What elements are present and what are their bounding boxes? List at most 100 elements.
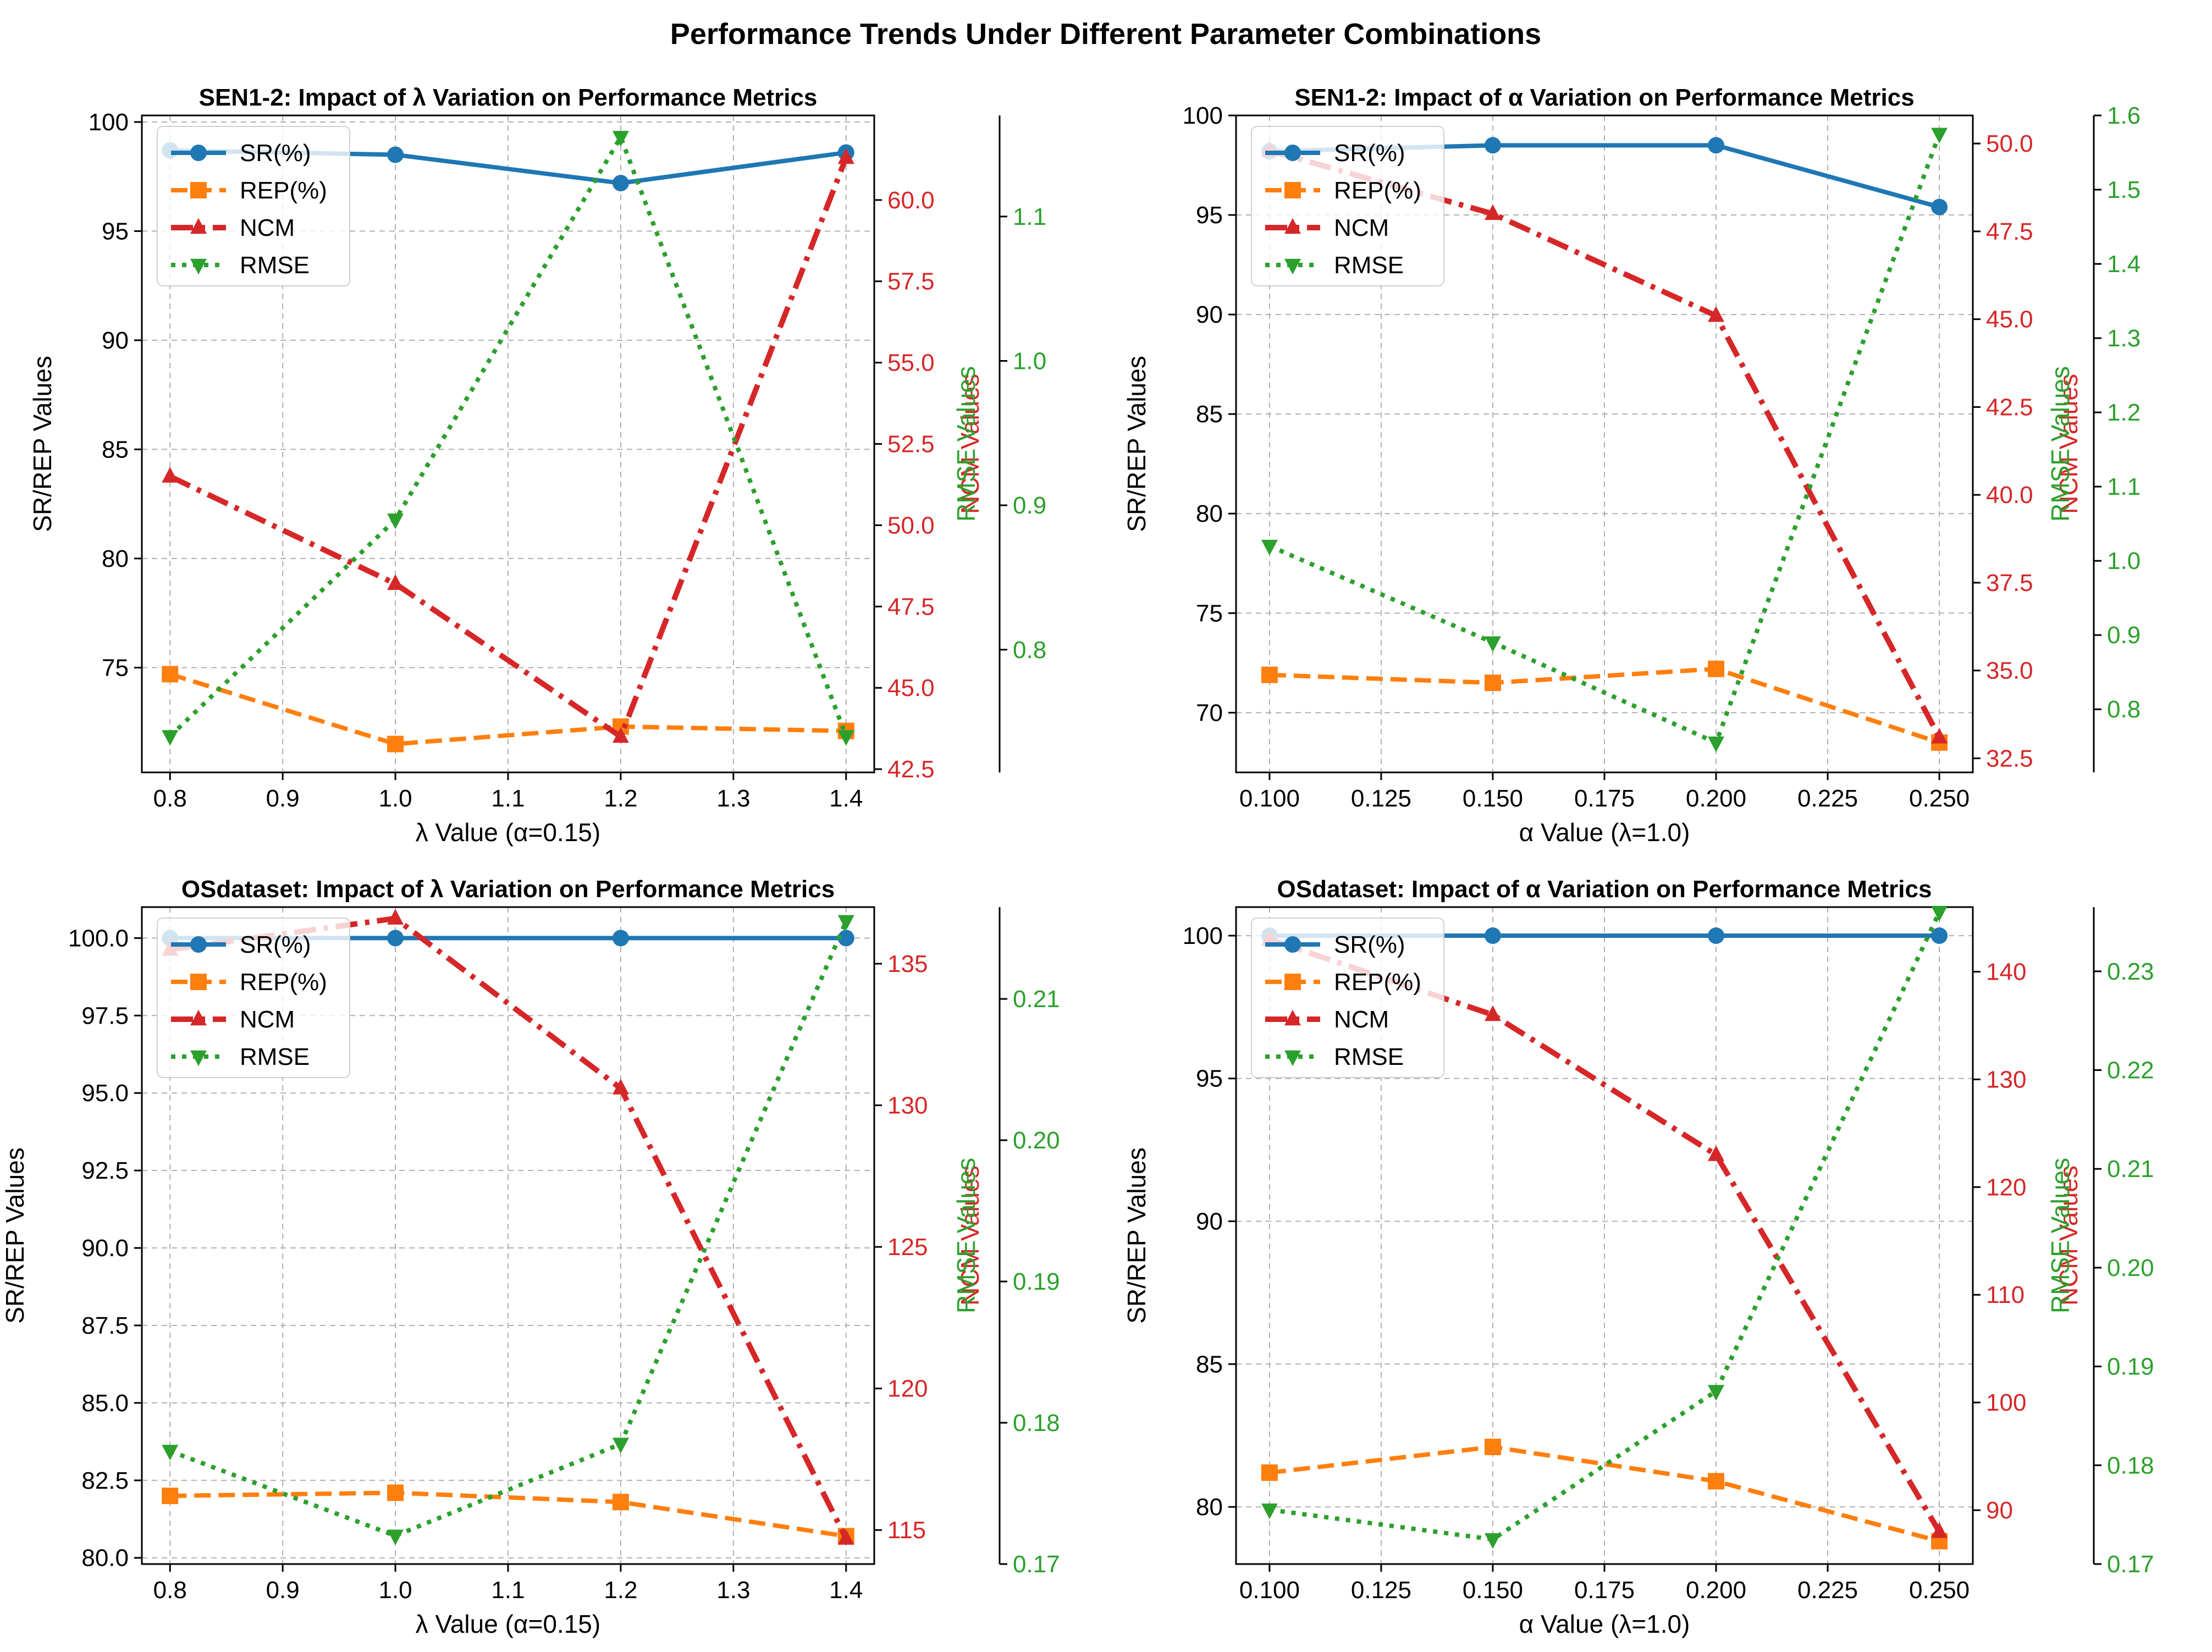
rmse-axis-label: RMSE Values [2046, 1158, 2075, 1313]
y-tick-label: 70 [1196, 699, 1223, 726]
y-axis-label: SR/REP Values [28, 356, 57, 532]
ncm-tick-label: 100 [1986, 1389, 2026, 1416]
data-point [837, 915, 854, 931]
data-point [1708, 1473, 1725, 1490]
y-tick-label: 100 [1183, 102, 1223, 129]
ncm-tick-label: 52.5 [887, 431, 935, 458]
x-tick-label: 1.2 [604, 1577, 637, 1604]
data-point [387, 146, 404, 163]
y-tick-label: 80 [102, 545, 129, 572]
x-tick-label: 0.175 [1574, 785, 1635, 812]
ncm-tick-label: 125 [887, 1234, 928, 1261]
legend-label: SR(%) [240, 140, 311, 167]
rmse-tick-label: 1.6 [2107, 102, 2141, 129]
data-point [1261, 539, 1278, 556]
data-point [1484, 1438, 1501, 1455]
x-tick-label: 0.100 [1239, 785, 1300, 812]
legend-label: REP(%) [1334, 969, 1421, 996]
rmse-tick-label: 0.20 [1013, 1127, 1060, 1154]
data-point [387, 930, 404, 947]
y-tick-label: 100 [1183, 922, 1223, 949]
y-tick-label: 90 [102, 327, 129, 354]
x-tick-label: 0.125 [1351, 785, 1411, 812]
ncm-tick-label: 110 [1986, 1281, 2025, 1308]
x-tick-label: 0.150 [1463, 785, 1523, 812]
series-line [168, 135, 848, 738]
ncm-tick-label: 120 [887, 1375, 928, 1402]
legend-marker [190, 1009, 207, 1026]
ncm-tick-label: 37.5 [1986, 570, 2033, 596]
series-line [1269, 1444, 1940, 1544]
legend-marker [1284, 182, 1301, 198]
data-point [387, 513, 404, 529]
legend-marker [190, 936, 207, 953]
rmse-tick-label: 1.5 [2107, 176, 2141, 203]
ncm-tick-label: 57.5 [887, 268, 935, 295]
x-axis-label: α Value (λ=1.0) [1519, 818, 1690, 847]
data-point [837, 730, 854, 746]
ncm-tick-label: 120 [1986, 1174, 2026, 1201]
data-point [162, 666, 179, 683]
rmse-tick-label: 0.9 [2107, 622, 2141, 649]
data-point [612, 175, 629, 192]
x-tick-label: 0.175 [1574, 1577, 1635, 1604]
data-point [1708, 1385, 1725, 1401]
x-tick-label: 0.9 [266, 1577, 300, 1604]
data-point [162, 467, 179, 483]
data-point [1484, 675, 1501, 692]
rmse-tick-label: 0.17 [2107, 1551, 2154, 1578]
data-point [162, 1487, 179, 1504]
y-axis-label: SR/REP Values [1122, 356, 1151, 532]
x-tick-label: 1.3 [716, 1577, 750, 1604]
data-point [1261, 1503, 1278, 1520]
series-line [1268, 937, 1942, 1533]
ncm-tick-label: 45.0 [887, 675, 935, 701]
x-tick-label: 0.200 [1686, 785, 1746, 812]
ncm-tick-label: 42.5 [1986, 394, 2033, 421]
data-point [1931, 927, 1948, 944]
y-tick-label: 100 [89, 109, 129, 136]
data-point [1931, 198, 1948, 216]
ncm-tick-label: 130 [887, 1092, 928, 1119]
ncm-tick-label: 50.0 [1986, 130, 2033, 157]
data-point [612, 930, 629, 947]
y-axis-label: SR/REP Values [1122, 1147, 1151, 1323]
x-tick-label: 1.4 [829, 1577, 863, 1604]
legend-label: SR(%) [1334, 931, 1405, 958]
y-tick-label: 90 [1196, 1208, 1223, 1235]
x-axis-label: λ Value (α=0.15) [416, 818, 600, 847]
legend-marker [190, 974, 207, 990]
rmse-tick-label: 0.17 [1013, 1551, 1060, 1578]
x-tick-label: 0.100 [1239, 1577, 1300, 1604]
legend-label: REP(%) [240, 969, 327, 996]
figure-title: Performance Trends Under Different Param… [670, 18, 1541, 51]
data-point [837, 930, 854, 947]
data-point [1484, 636, 1501, 652]
data-point [162, 730, 179, 746]
legend-box [1251, 918, 1444, 1078]
legend-marker [190, 1050, 207, 1067]
legend-marker [190, 258, 207, 275]
ncm-axis-label: NCM Values [2054, 374, 2083, 514]
series-line [1268, 133, 1941, 745]
y-tick-label: 80 [1196, 1494, 1223, 1521]
ncm-axis-label: NCM Values [956, 374, 984, 514]
data-point [1708, 137, 1725, 154]
legend-marker [1284, 974, 1301, 990]
data-point [612, 727, 629, 743]
y-tick-label: 97.5 [81, 1002, 129, 1029]
rmse-tick-label: 0.9 [1013, 492, 1046, 519]
data-point [1931, 1522, 1948, 1538]
legend-label: REP(%) [1334, 177, 1421, 204]
y-tick-label: 80 [1196, 500, 1223, 527]
chart-panel-1: SEN1-2: Impact of λ Variation on Perform… [28, 84, 1046, 847]
x-tick-label: 0.200 [1686, 1577, 1746, 1604]
data-point [837, 1529, 854, 1545]
ncm-tick-label: 47.5 [887, 593, 935, 620]
x-tick-label: 0.150 [1463, 1577, 1523, 1604]
series-line [170, 1490, 847, 1539]
data-point [1931, 905, 1948, 922]
data-point [1708, 927, 1725, 944]
ncm-tick-label: 115 [887, 1517, 926, 1544]
rmse-tick-label: 0.18 [1013, 1410, 1060, 1436]
